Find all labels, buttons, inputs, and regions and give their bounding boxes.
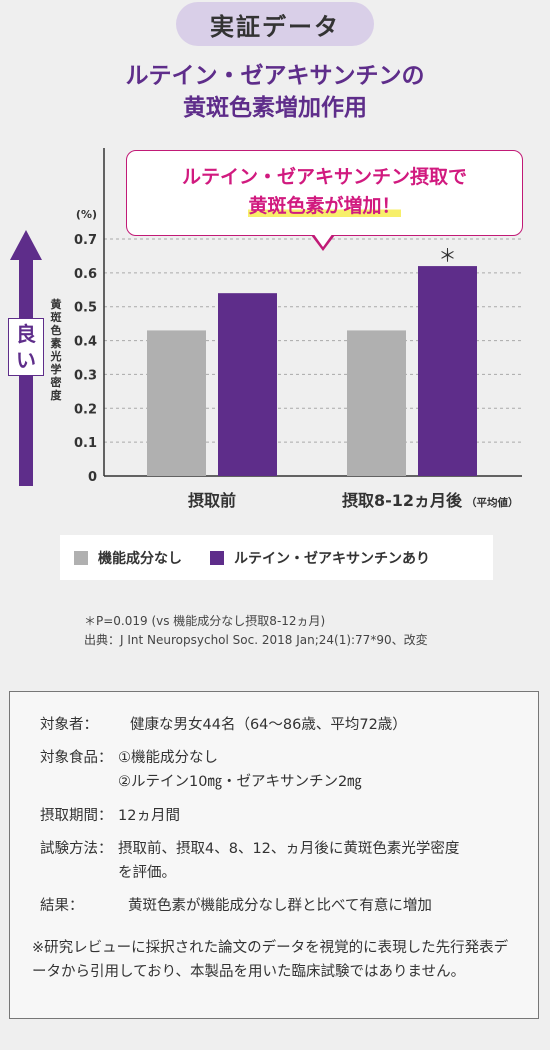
good-label: 良 い [8,318,44,376]
bar-control-1 [347,330,406,476]
legend-label-treatment: ルテイン・ゼアキサンチンあり [234,550,430,567]
callout-tail-fill [313,233,333,247]
callout-line-2: 黄斑色素が増加！ [248,195,401,217]
bar-treatment-0 [218,293,277,476]
legend-swatch-treatment [210,550,224,565]
x-tick-label: 摂取8-12ヵ月後 [342,491,463,510]
y-tick-label: 0.5 [74,301,97,316]
callout-box: ルテイン・ゼアキサンチン摂取で 黄斑色素が増加！ [126,150,523,236]
x-tick-label: 摂取前 [188,491,236,510]
legend-item-control: 機能成分なし [74,548,182,568]
study-info-box: 対象者： 健康な男女44名（64〜86歳、平均72歳） 対象食品： ①機能成分な… [9,691,539,1019]
y-axis-label: 黄斑色素光学密度 [50,298,62,402]
title-line-2: 黄斑色素増加作用 [183,95,367,121]
y-tick-label: 0.4 [74,335,97,350]
up-arrow-icon [10,230,42,260]
y-tick-label: 0.6 [74,267,97,282]
source-note: 出典：J Int Neuropsychol Soc. 2018 Jan;24(1… [84,633,428,647]
category-note: （平均値） [466,496,519,509]
y-unit-label: (%) [76,208,97,221]
chart-notes: ＊P=0.019 (vs 機能成分なし摂取8-12ヵ月) 出典：J Int Ne… [84,612,428,650]
y-tick-label: 0.2 [74,402,97,417]
significance-note: ＊P=0.019 (vs 機能成分なし摂取8-12ヵ月) [84,614,326,628]
y-tick-label: 0.3 [74,368,97,383]
disclaimer-note: ※研究レビューに採択された論文のデータを視覚的に表現した先行発表データから引用し… [32,940,509,980]
y-tick-label: 0.1 [74,436,97,451]
legend-label-control: 機能成分なし [98,550,182,567]
section-badge: 実証データ [176,2,374,46]
y-tick-label: 0.7 [74,233,97,248]
legend: 機能成分なし ルテイン・ゼアキサンチンあり [60,535,493,580]
chart-title: ルテイン・ゼアキサンチンの 黄斑色素増加作用 [0,60,550,124]
title-line-1: ルテイン・ゼアキサンチンの [125,63,425,89]
bar-chart: 0 0.1 0.2 0.3 0.4 0.5 0.6 0.7 (%) 摂取前 摂取8-12ヵ月後 （平均… [74,148,522,510]
y-tick-label: 0 [88,470,97,485]
callout-line-1: ルテイン・ゼアキサンチン摂取で [181,166,467,188]
significance-marker: ＊ [439,246,457,267]
bar-control-0 [147,330,206,476]
legend-item-treatment: ルテイン・ゼアキサンチンあり [210,548,430,568]
legend-swatch-control [74,550,88,565]
bar-treatment-1 [418,266,477,476]
